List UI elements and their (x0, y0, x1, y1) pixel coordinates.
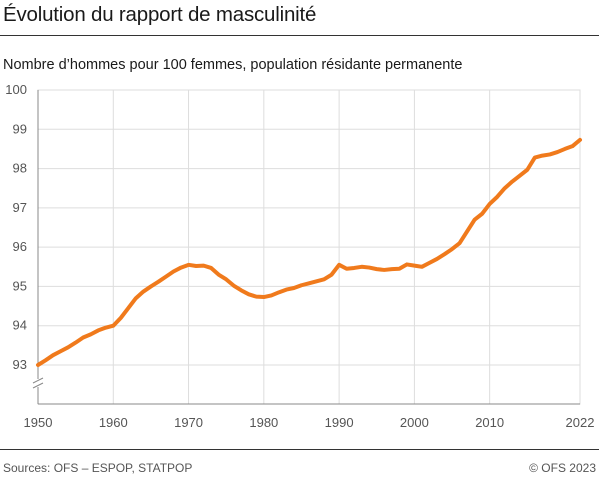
x-tick-label: 2010 (475, 415, 504, 430)
series-line (36, 137, 582, 367)
y-tick-label: 97 (13, 200, 27, 215)
chart-subtitle: Nombre d’hommes pour 100 femmes, populat… (3, 57, 463, 73)
axis-break-mark (32, 382, 44, 389)
x-tick-label: 1990 (325, 415, 354, 430)
y-tick-label: 96 (13, 239, 27, 254)
source-note: Sources: OFS – ESPOP, STATPOP (3, 461, 193, 475)
x-tick-label: 1960 (99, 415, 128, 430)
x-tick-label: 1980 (249, 415, 278, 430)
chart-title: Évolution du rapport de masculinité (3, 3, 317, 26)
copyright-note: © OFS 2023 (529, 461, 596, 475)
x-tick-label: 2022 (566, 415, 595, 430)
y-tick-label: 94 (13, 318, 27, 333)
x-tick-label: 1970 (174, 415, 203, 430)
x-tick-label: 2000 (400, 415, 429, 430)
y-tick-label: 93 (13, 357, 27, 372)
x-tick-label: 1950 (24, 415, 53, 430)
axis-break-gap (33, 379, 43, 387)
title-divider (0, 35, 599, 36)
y-tick-label: 100 (5, 82, 27, 97)
footer-divider (0, 449, 599, 450)
y-tick-label: 98 (13, 161, 27, 176)
axis-break-mark (32, 377, 44, 384)
y-tick-label: 95 (13, 278, 27, 293)
y-tick-label: 99 (13, 121, 27, 136)
